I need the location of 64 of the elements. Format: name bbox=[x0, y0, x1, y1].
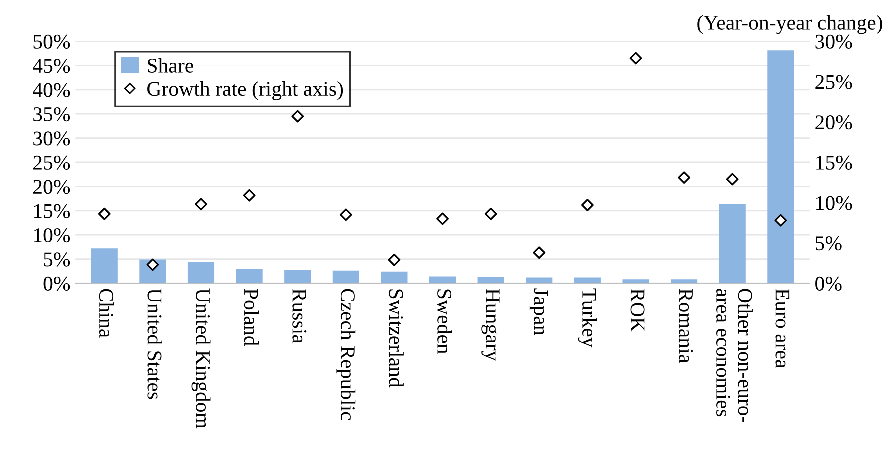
point bbox=[195, 198, 208, 211]
x-tick-label: ROK bbox=[630, 288, 645, 332]
y-tick-label: 45% bbox=[33, 59, 70, 74]
bar bbox=[622, 280, 650, 284]
bar bbox=[188, 262, 215, 284]
bar bbox=[332, 270, 360, 284]
point bbox=[484, 208, 498, 220]
y-tick-label: 10% bbox=[34, 228, 70, 243]
x-tick-label: Poland bbox=[244, 288, 259, 346]
x-tick-label: Sweden bbox=[438, 290, 452, 354]
bar bbox=[381, 272, 408, 284]
point bbox=[292, 110, 304, 123]
point bbox=[243, 189, 256, 202]
bar bbox=[236, 268, 263, 284]
y2-tick-label: 20% bbox=[816, 116, 852, 130]
x-tick-label: Switzerland bbox=[389, 290, 404, 388]
bar bbox=[719, 204, 746, 284]
y-tick-label: 40% bbox=[33, 83, 70, 98]
x-tick-label: Czech Republic bbox=[336, 289, 356, 420]
legend-label: Share bbox=[148, 58, 194, 73]
point bbox=[726, 173, 739, 186]
x-tick-label: United States bbox=[148, 288, 162, 400]
point bbox=[678, 172, 691, 184]
x-tick-label: Japan bbox=[530, 288, 548, 336]
x-tick-label: United Kingdom bbox=[192, 288, 211, 429]
y-tick-label: 20% bbox=[34, 180, 70, 194]
y2-axis-title: (Year-on-year change) bbox=[698, 15, 882, 34]
point bbox=[533, 246, 546, 260]
bar bbox=[768, 50, 794, 284]
bar bbox=[429, 276, 456, 284]
x-tick-label: Russia bbox=[292, 288, 307, 344]
y-tick-label: 0% bbox=[44, 276, 70, 292]
bar bbox=[574, 278, 601, 284]
point bbox=[630, 52, 642, 65]
bar bbox=[91, 248, 118, 284]
y-tick-label: 50% bbox=[34, 34, 70, 49]
legend-label: Growth rate (right axis) bbox=[148, 81, 344, 100]
x-tick-label: Romania bbox=[679, 288, 694, 364]
x-tick-label: Other non-euro- area economies bbox=[716, 289, 753, 422]
x-tick-label: Turkey bbox=[578, 288, 598, 348]
point bbox=[98, 208, 111, 220]
y-tick-label: 30% bbox=[34, 132, 70, 146]
point bbox=[581, 199, 594, 212]
bar bbox=[284, 270, 312, 284]
y-tick-label: 25% bbox=[34, 156, 70, 170]
y-tick-label: 15% bbox=[34, 204, 70, 218]
x-tick-label: China bbox=[99, 289, 114, 338]
y-tick-label: 5% bbox=[44, 252, 70, 267]
y-tick-label: 35% bbox=[34, 107, 70, 122]
y2-tick-label: 15% bbox=[816, 156, 852, 170]
point bbox=[388, 254, 401, 266]
y2-tick-label: 10% bbox=[816, 196, 852, 210]
y2-tick-label: 30% bbox=[816, 34, 852, 49]
x-tick-label: Hungary bbox=[482, 288, 500, 362]
bar bbox=[671, 280, 698, 284]
y2-tick-label: 0% bbox=[816, 276, 842, 292]
point bbox=[436, 212, 449, 226]
y2-tick-label: 5% bbox=[816, 236, 842, 251]
point bbox=[774, 214, 788, 227]
bar bbox=[526, 278, 553, 284]
point bbox=[340, 208, 352, 222]
bar bbox=[478, 277, 504, 284]
y2-tick-label: 25% bbox=[816, 75, 852, 90]
x-tick-label: Euro area bbox=[776, 288, 790, 368]
